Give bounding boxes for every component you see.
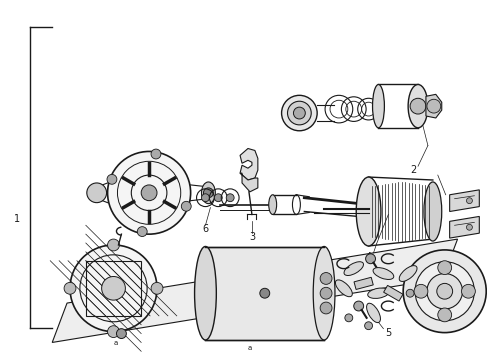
Ellipse shape (373, 267, 394, 279)
Ellipse shape (201, 182, 215, 204)
Circle shape (288, 101, 311, 125)
Ellipse shape (408, 85, 428, 128)
Circle shape (282, 95, 317, 131)
Polygon shape (426, 94, 442, 118)
Ellipse shape (372, 85, 384, 128)
Circle shape (437, 283, 453, 299)
Ellipse shape (195, 247, 216, 340)
Polygon shape (384, 285, 403, 301)
Circle shape (414, 284, 428, 298)
Polygon shape (52, 239, 458, 342)
Polygon shape (450, 216, 479, 238)
Circle shape (64, 282, 76, 294)
Circle shape (320, 273, 332, 284)
Ellipse shape (399, 266, 417, 282)
Circle shape (365, 322, 372, 330)
Text: a: a (113, 341, 118, 346)
Text: a: a (248, 345, 252, 351)
Bar (205, 247, 324, 341)
Circle shape (107, 174, 117, 184)
Circle shape (294, 107, 305, 119)
Circle shape (438, 261, 452, 275)
Text: 2: 2 (410, 165, 416, 175)
Circle shape (108, 326, 120, 338)
Circle shape (87, 183, 107, 203)
Ellipse shape (269, 195, 277, 215)
Circle shape (320, 287, 332, 299)
Ellipse shape (368, 288, 389, 298)
Circle shape (101, 276, 125, 300)
Circle shape (201, 194, 209, 202)
Ellipse shape (424, 182, 442, 241)
Text: 3: 3 (249, 232, 255, 242)
Circle shape (438, 308, 452, 322)
Circle shape (345, 314, 353, 322)
Circle shape (366, 254, 375, 264)
Circle shape (226, 194, 234, 202)
Circle shape (151, 149, 161, 159)
Bar (86, 261, 141, 316)
Polygon shape (450, 190, 479, 212)
Circle shape (108, 152, 191, 234)
Circle shape (141, 185, 157, 201)
Circle shape (403, 250, 486, 333)
Text: 4: 4 (366, 252, 371, 262)
Polygon shape (354, 277, 373, 289)
Text: 6: 6 (202, 224, 209, 234)
Circle shape (427, 99, 441, 113)
Circle shape (466, 198, 472, 204)
Ellipse shape (356, 177, 381, 246)
Circle shape (427, 274, 463, 309)
Circle shape (181, 201, 191, 211)
Circle shape (406, 289, 414, 297)
Circle shape (214, 194, 222, 202)
Ellipse shape (70, 245, 157, 332)
Circle shape (117, 329, 126, 338)
Circle shape (466, 224, 472, 230)
Ellipse shape (344, 262, 364, 275)
Circle shape (203, 188, 213, 198)
Circle shape (137, 227, 147, 237)
Polygon shape (240, 148, 258, 180)
Circle shape (462, 284, 475, 298)
Ellipse shape (313, 247, 335, 340)
Text: 1: 1 (14, 215, 20, 224)
Circle shape (320, 302, 332, 314)
Polygon shape (240, 173, 258, 192)
Circle shape (260, 288, 270, 298)
Ellipse shape (367, 303, 380, 323)
Circle shape (410, 98, 426, 114)
Circle shape (108, 239, 120, 251)
Text: 5: 5 (385, 328, 392, 338)
Circle shape (415, 262, 474, 321)
Ellipse shape (336, 280, 352, 297)
Circle shape (354, 301, 364, 311)
Circle shape (151, 282, 163, 294)
